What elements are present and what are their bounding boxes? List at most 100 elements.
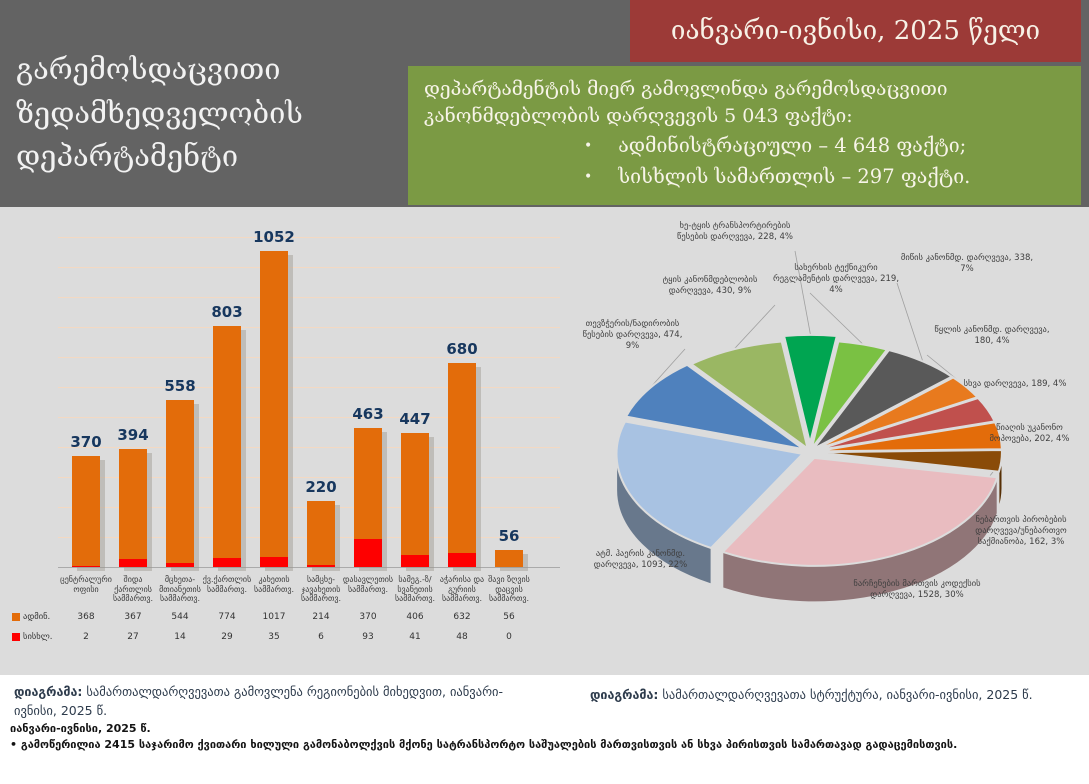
department-title: გარემოსდაცვითი ზედამხედველობის დეპარტამე…	[16, 52, 303, 173]
bar-value-label: 220	[305, 478, 337, 496]
bar-segment-criminal	[166, 562, 194, 567]
bullet-icon: •	[584, 168, 593, 185]
bar-segment-criminal	[119, 558, 147, 567]
x-axis-line	[58, 567, 560, 568]
bar-value-label: 1052	[253, 228, 295, 247]
bar	[495, 550, 523, 567]
footer-period: იანვარი-ივნისი, 2025 წ.	[10, 722, 151, 735]
bar-segment-criminal	[307, 565, 335, 567]
pie-leader-line	[896, 282, 924, 362]
bar-segment-criminal	[213, 558, 241, 567]
pie-label: სახერხის ტექნიკური რეგლამენტის დარღვევა,…	[772, 263, 900, 296]
gridline	[58, 237, 560, 238]
table-cell: 632	[453, 612, 471, 622]
legend-swatch-icon	[12, 613, 20, 621]
bar	[354, 428, 382, 567]
table-cell: 0	[506, 632, 512, 642]
footer-note: • გამოწერილია 2415 საჯარიმო ქვითარი ხილუ…	[10, 738, 958, 751]
legend-swatch-icon	[12, 633, 20, 641]
footer-notes: იანვარი-ივნისი, 2025 წ. • გამოწერილია 24…	[10, 722, 1078, 754]
pie-slice	[782, 333, 839, 444]
table-row: ადმინ. 368 367 544 774 1017 214 370 406 632 56	[0, 612, 575, 632]
bar-value-label: 803	[211, 303, 243, 322]
bar-category-label: სამცხე-ჯავახეთის სამმართვ.	[300, 575, 342, 604]
bar-category-label: შავი ზღვის დაცვის სამმართვ.	[488, 575, 530, 604]
pie-label: ტყის კანონმდებლობის დარღვევა, 430, 9%	[662, 275, 758, 297]
gridline	[58, 477, 560, 478]
bar-segment-criminal	[354, 539, 382, 567]
pie-chart: ხე-ტყის ტრანსპორტირების წესების დარღვევა…	[575, 207, 1089, 675]
bar-category-axis: ცენტრალური ოფისი შიდა ქართლის სამმართვ. მც…	[58, 575, 568, 615]
bar-category-label: მცხეთა-მთიანეთის სამმართვ.	[159, 575, 201, 604]
bar-value-label: 56	[498, 527, 520, 546]
period-banner: იანვარი-ივნისი, 2025 წელი	[630, 0, 1081, 62]
table-cell: 41	[409, 632, 421, 642]
pie-slice	[615, 420, 805, 550]
summary-bullet-administrative: • ადმინისტრაციული – 4 648 ფაქტი;	[584, 131, 1065, 162]
pie-slice	[624, 363, 804, 451]
bar-segment-criminal	[260, 556, 288, 567]
chart-band: 370 394 558 803 1052 220 463 447 680 56 ცენტრალურ…	[0, 207, 1089, 675]
table-cell: 368	[77, 612, 95, 622]
bar-segment-criminal	[401, 554, 429, 567]
gridline	[58, 297, 560, 298]
bar-segment-administrative	[448, 363, 476, 553]
bar-value-label: 463	[352, 405, 384, 424]
bar-value-label: 394	[117, 425, 149, 444]
gridline	[58, 267, 560, 268]
bar-segment-administrative	[213, 326, 241, 559]
bar	[72, 456, 100, 567]
caption-label: დიაგრამა:	[14, 684, 83, 699]
bar-segment-administrative	[72, 456, 100, 567]
pie-label: მიწის კანონმდ. დარღვევა, 338, 7%	[900, 253, 1034, 275]
bar-value-label: 558	[164, 376, 196, 395]
table-cell: 544	[171, 612, 189, 622]
bar-category-label: დასავლეთის სამმართვ.	[342, 575, 394, 594]
pie-svg	[615, 250, 1003, 603]
table-cell: 214	[312, 612, 330, 622]
bar-category-label: შიდა ქართლის სამმართვ.	[112, 575, 154, 604]
table-cell: 367	[124, 612, 142, 622]
summary-bullet-text: ადმინისტრაციული – 4 648 ფაქტი;	[618, 134, 967, 158]
pie-label: ნებართვის პირობების დარღვევა/უნებართვო ს…	[975, 515, 1067, 548]
gridline	[58, 357, 560, 358]
table-row: სისხლ. 2 27 14 29 35 6 93 41 48 0	[0, 632, 575, 652]
bar	[213, 326, 241, 567]
pie-leader-line	[649, 348, 686, 389]
table-cell: 406	[406, 612, 424, 622]
legend-item: ადმინ.	[12, 612, 62, 622]
bar-segment-criminal	[72, 566, 100, 567]
bar	[448, 363, 476, 567]
summary-bullet-criminal: • სისხლის სამართლის – 297 ფაქტი.	[584, 162, 1065, 193]
table-cell: 29	[221, 632, 233, 642]
summary-box: დეპარტამენტის მიერ გამოვლინდა გარემოსდაც…	[408, 66, 1081, 205]
pie-label: წყლის კანონმდ. დარღვევა, 180, 4%	[934, 325, 1050, 347]
summary-bullet-text: სისხლის სამართლის – 297 ფაქტი.	[618, 164, 971, 188]
pie-leader-line	[794, 250, 811, 335]
bar-category-label: კახეთის სამმართვ.	[253, 575, 295, 594]
bar-segment-administrative	[354, 428, 382, 540]
bar-value-label: 370	[70, 433, 102, 451]
pie-slice	[689, 340, 810, 451]
pie-slice	[815, 448, 1003, 473]
table-cell: 370	[359, 612, 377, 622]
bar-chart: 370 394 558 803 1052 220 463 447 680 56 ცენტრალურ…	[0, 207, 575, 675]
pie-label: ნარჩენების მართვის კოდექსის დარღვევა, 15…	[853, 579, 981, 601]
bar	[166, 399, 194, 567]
bar-segment-administrative	[260, 251, 288, 557]
bar	[260, 251, 288, 567]
bar-segment-administrative	[495, 550, 523, 567]
bar-category-label: ცენტრალური ოფისი	[60, 575, 112, 594]
pie-slice	[810, 340, 889, 449]
bar-chart-caption: დიაგრამა: სამართალდარღვევათა გამოვლენა რ…	[14, 683, 544, 721]
bar-value-label: 680	[446, 340, 478, 358]
bar-category-label: აჭარისა და გურიის სამმართვ.	[439, 575, 485, 604]
header-band: გარემოსდაცვითი ზედამხედველობის დეპარტამე…	[0, 0, 1089, 207]
bar-segment-administrative	[166, 399, 194, 563]
summary-intro: დეპარტამენტის მიერ გამოვლინდა გარემოსდაც…	[424, 78, 948, 127]
table-cell: 774	[218, 612, 236, 622]
legend-label: ადმინ.	[23, 612, 51, 622]
caption-text: სამართალდარღვევათა სტრუქტურა, იანვარი-ივ…	[662, 687, 1033, 702]
bar-category-label: სამეგ.-ზ/სვანეთის სამმართვ.	[394, 575, 436, 604]
bar	[307, 501, 335, 567]
